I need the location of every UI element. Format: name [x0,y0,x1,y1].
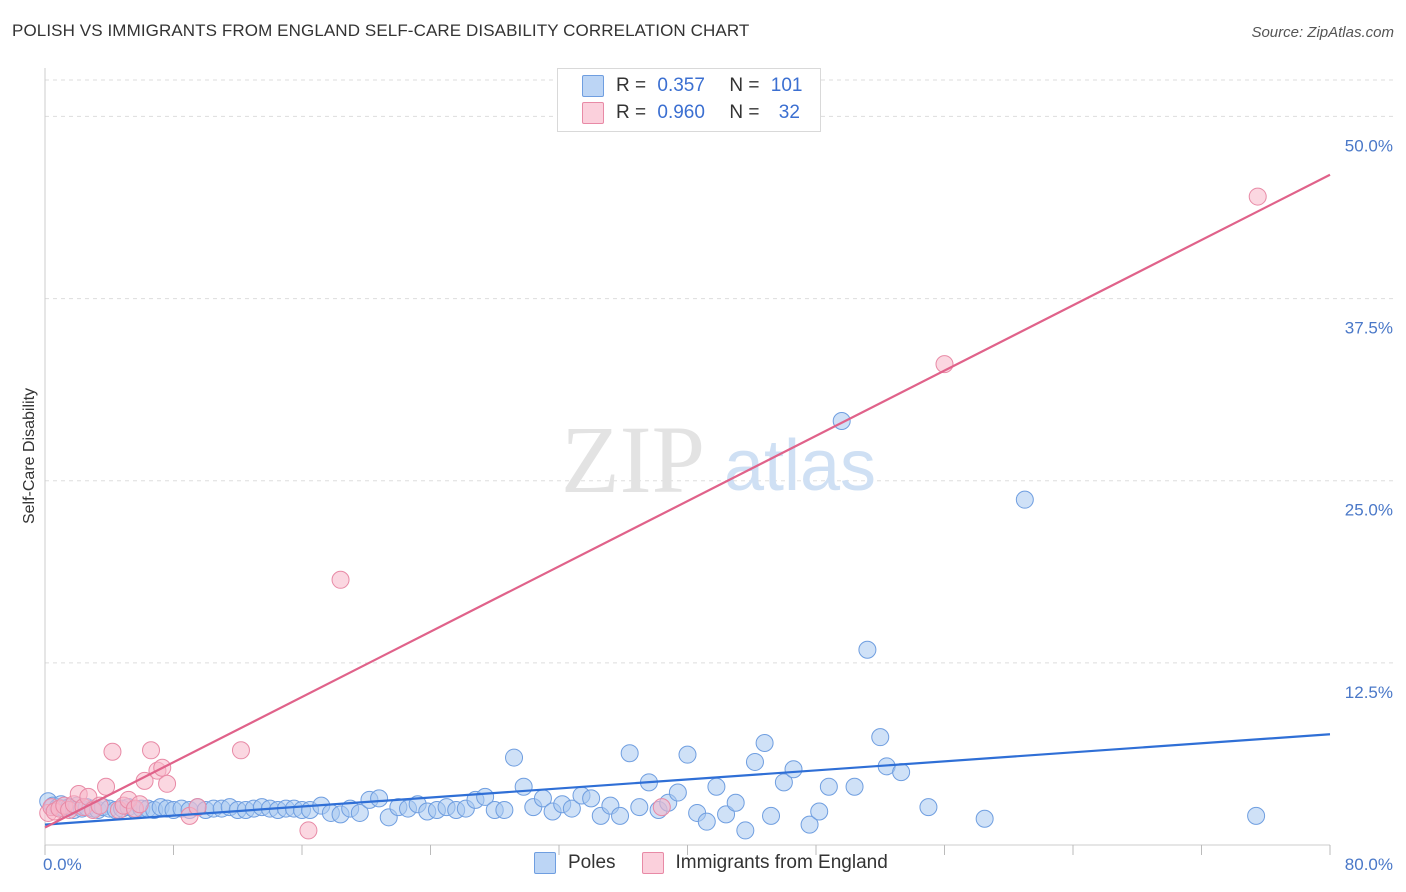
england-point [158,774,177,793]
watermark-atlas: atlas [724,426,876,506]
poles-point [717,805,736,824]
axes [44,68,1331,855]
poles-trend-line [44,733,1331,826]
poles-point [858,640,877,659]
england-trend-line [44,173,1331,829]
poles-point [707,777,726,796]
poles-point [762,806,781,825]
legend-row-england: R = 0.960 N = 32 [582,100,800,126]
grid-lines [45,79,1394,664]
poles-point [975,809,994,828]
poles-point [810,802,829,821]
poles-point [495,801,514,820]
england-point [652,798,671,817]
poles-point [800,815,819,834]
poles-point [668,783,687,802]
correlation-legend: R = 0.357 N = 101 R = 0.960 N = 32 [557,68,821,132]
series-legend: Poles Immigrants from England [534,852,914,874]
n-label: N = [729,102,765,123]
poles-point [350,803,369,822]
poles-point [784,760,803,779]
england-point [188,798,207,817]
poles-swatch [582,75,604,97]
england-point [331,570,350,589]
poles-point [774,773,793,792]
trend-lines [44,173,1331,829]
r-value: 0.357 [657,75,705,96]
poles-point [745,752,764,771]
y-axis-label: Self-Care Disability [21,388,38,524]
r-value: 0.960 [657,102,705,123]
n-value: 101 [770,75,803,96]
poles-point [562,799,581,818]
england-point [97,777,116,796]
poles-point [611,806,630,825]
poles-point [736,821,755,840]
legend-label-england: Immigrants from England [675,852,888,873]
legend-item-poles: Poles [534,852,616,874]
y-tick-label: 25.0% [1345,501,1393,520]
source-label: Source: ZipAtlas.com [1251,24,1394,41]
poles-point [620,744,639,763]
poles-point [755,734,774,752]
n-label: N = [729,75,765,96]
poles-point [630,798,649,817]
poles-swatch [534,852,556,874]
r-label: R = [616,75,652,96]
poles-point [678,745,697,764]
y-tick-label: 37.5% [1345,319,1393,338]
tick-labels: 12.5% 25.0% 37.5% 50.0% 0.0% 80.0% [43,136,1393,874]
england-point [299,821,318,840]
x-tick-label: 80.0% [1345,855,1393,874]
poles-point [819,777,838,796]
n-value: 32 [778,102,800,123]
poles-point [919,798,938,817]
watermark-zip: ZIP [561,406,705,513]
y-tick-label: 12.5% [1345,683,1393,702]
poles-point [697,812,716,831]
england-point [130,795,149,814]
england-point [231,741,250,760]
poles-point [871,728,890,747]
england-point [142,741,161,760]
legend-label-poles: Poles [568,852,616,873]
chart-title: POLISH VS IMMIGRANTS FROM ENGLAND SELF-C… [12,21,750,40]
poles-point [726,793,745,812]
england-point [103,742,122,761]
poles-point [845,777,864,796]
poles-point [1015,490,1034,509]
r-label: R = [616,102,652,123]
data-points [39,187,1267,840]
legend-item-england: Immigrants from England [641,852,888,874]
england-swatch [641,852,664,874]
poles-point [370,789,389,808]
x-tick-label: 0.0% [43,855,82,874]
poles-point [1247,806,1266,825]
england-swatch [582,102,604,124]
y-tick-label: 50.0% [1345,136,1393,155]
poles-point [514,777,533,796]
watermark: ZIP atlas [561,406,876,513]
legend-row-poles: R = 0.357 N = 101 [582,73,802,99]
poles-point [505,748,524,767]
poles-point [892,763,911,782]
england-point [1248,187,1267,206]
poles-point [582,789,601,808]
